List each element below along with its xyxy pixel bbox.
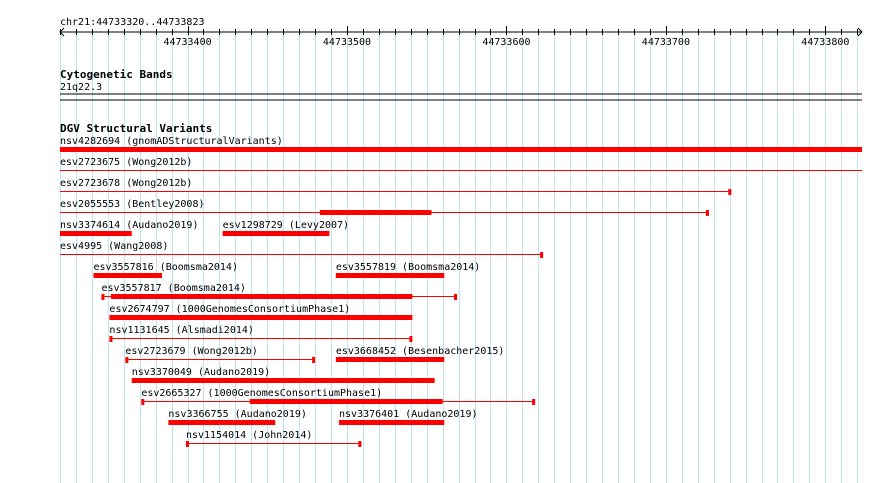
dgv-feature-thick-bar [60, 147, 862, 152]
dgv-feature[interactable]: nsv1131645 (Alsmadi2014) [109, 325, 413, 342]
ruler-tick-label: 44733600 [482, 37, 530, 48]
dgv-feature[interactable]: nsv3366755 (Audano2019) [168, 409, 307, 425]
dgv-feature[interactable]: esv2055553 (Bentley2008) [60, 199, 709, 216]
dgv-feature-end-cap [141, 399, 145, 405]
ruler-right-arrow [857, 27, 863, 37]
dgv-feature-thick-bar [249, 399, 443, 404]
dgv-feature[interactable]: esv2723675 (Wong2012b) [60, 157, 862, 171]
dgv-feature[interactable]: esv3557816 (Boomsma2014) [93, 262, 238, 278]
dgv-feature-label: nsv3374614 (Audano2019) [60, 220, 198, 231]
dgv-feature-label: esv2665327 (1000GenomesConsortiumPhase1) [141, 388, 382, 399]
dgv-track: DGV Structural Variants nsv4282694 (gnom… [60, 122, 862, 447]
dgv-feature-thick-bar [319, 210, 432, 215]
locus-label: chr21:44733320..44733823 [60, 17, 205, 28]
ruler-tick-label: 44733500 [323, 37, 371, 48]
dgv-feature-label: esv3668452 (Besenbacher2015) [336, 346, 505, 357]
ruler-tick-label: 44733800 [801, 37, 849, 48]
ruler-tick-label: 44733700 [642, 37, 690, 48]
ruler-tick-label: 44733400 [163, 37, 211, 48]
dgv-feature-label: esv2723679 (Wong2012b) [125, 346, 257, 357]
dgv-feature-end-cap [358, 441, 362, 447]
dgv-feature-label: esv3557817 (Boomsma2014) [101, 283, 246, 294]
dgv-feature[interactable]: nsv3374614 (Audano2019) [60, 220, 198, 236]
dgv-feature-label: esv2674797 (1000GenomesConsortiumPhase1) [109, 304, 350, 315]
dgv-feature-thick-bar [60, 231, 132, 236]
dgv-feature-label: nsv3366755 (Audano2019) [168, 409, 306, 420]
ruler-ticks: 44733400 44733500 44733600 44733700 44733800 [60, 26, 858, 48]
dgv-feature-label: esv2723678 (Wong2012b) [60, 178, 192, 189]
dgv-feature-end-cap [109, 336, 113, 342]
dgv-feature[interactable]: esv2674797 (1000GenomesConsortiumPhase1) [109, 304, 413, 320]
dgv-feature-label: esv2055553 (Bentley2008) [60, 199, 205, 210]
dgv-features: nsv4282694 (gnomADStructuralVariants) esv… [60, 136, 862, 447]
dgv-feature-end-cap [540, 252, 544, 258]
dgv-feature[interactable]: nsv4282694 (gnomADStructuralVariants) [60, 136, 862, 152]
dgv-feature-thick-bar [131, 378, 435, 383]
cytoband-track-title: Cytogenetic Bands [60, 68, 173, 81]
dgv-feature-label: esv4995 (Wang2008) [60, 241, 168, 252]
dgv-feature-thick-bar [111, 294, 413, 299]
dgv-feature-end-cap [185, 441, 189, 447]
dgv-feature-thick-bar [222, 231, 330, 236]
dgv-feature-thick-bar [339, 420, 445, 425]
dgv-feature-end-cap [312, 357, 316, 363]
dgv-feature-label: esv2723675 (Wong2012b) [60, 157, 192, 168]
dgv-feature-end-cap [705, 210, 709, 216]
dgv-feature-label: nsv1131645 (Alsmadi2014) [109, 325, 254, 336]
dgv-feature-thick-bar [168, 420, 276, 425]
dgv-feature[interactable]: esv2665327 (1000GenomesConsortiumPhase1) [141, 388, 536, 405]
dgv-feature[interactable]: nsv3376401 (Audano2019) [339, 409, 478, 425]
dgv-feature-label: esv3557819 (Boomsma2014) [336, 262, 481, 273]
dgv-feature-thick-bar [109, 315, 413, 320]
dgv-feature-label: nsv3376401 (Audano2019) [339, 409, 477, 420]
dgv-feature-end-cap [101, 294, 105, 300]
dgv-feature-label: esv1298729 (Levy2007) [223, 220, 349, 231]
dgv-feature-label: nsv4282694 (gnomADStructuralVariants) [60, 136, 283, 147]
dgv-feature-thick-bar [93, 273, 163, 278]
dgv-feature[interactable]: esv4995 (Wang2008) [60, 241, 544, 258]
cytoband-track: Cytogenetic Bands 21q22.3 [60, 68, 862, 101]
dgv-feature[interactable]: nsv3370049 (Audano2019) [131, 367, 435, 383]
dgv-feature-label: nsv1154014 (John2014) [186, 430, 312, 441]
dgv-feature[interactable]: esv2723678 (Wong2012b) [60, 178, 732, 195]
dgv-feature-end-cap [728, 189, 732, 195]
dgv-feature[interactable]: esv3557819 (Boomsma2014) [335, 262, 481, 278]
dgv-feature-thick-bar [335, 357, 445, 362]
dgv-feature-end-cap [125, 357, 129, 363]
grid-lines [60, 34, 858, 483]
dgv-feature[interactable]: esv2723679 (Wong2012b) [125, 346, 316, 363]
cytoband-label: 21q22.3 [60, 82, 102, 93]
dgv-feature-end-cap [532, 399, 536, 405]
dgv-feature-end-cap [409, 336, 413, 342]
dgv-feature-end-cap [454, 294, 458, 300]
dgv-feature-label: esv3557816 (Boomsma2014) [93, 262, 238, 273]
dgv-feature[interactable]: esv3557817 (Boomsma2014) [101, 283, 458, 300]
dgv-feature[interactable]: esv1298729 (Levy2007) [222, 220, 349, 236]
dgv-track-title: DGV Structural Variants [60, 122, 212, 135]
dgv-feature[interactable]: esv3668452 (Besenbacher2015) [335, 346, 505, 362]
ruler-track: chr21:44733320..44733823 44733400 4473350… [59, 17, 863, 48]
dgv-feature-label: nsv3370049 (Audano2019) [132, 367, 270, 378]
dgv-feature-thick-bar [335, 273, 445, 278]
dgv-feature[interactable]: nsv1154014 (John2014) [185, 430, 362, 447]
